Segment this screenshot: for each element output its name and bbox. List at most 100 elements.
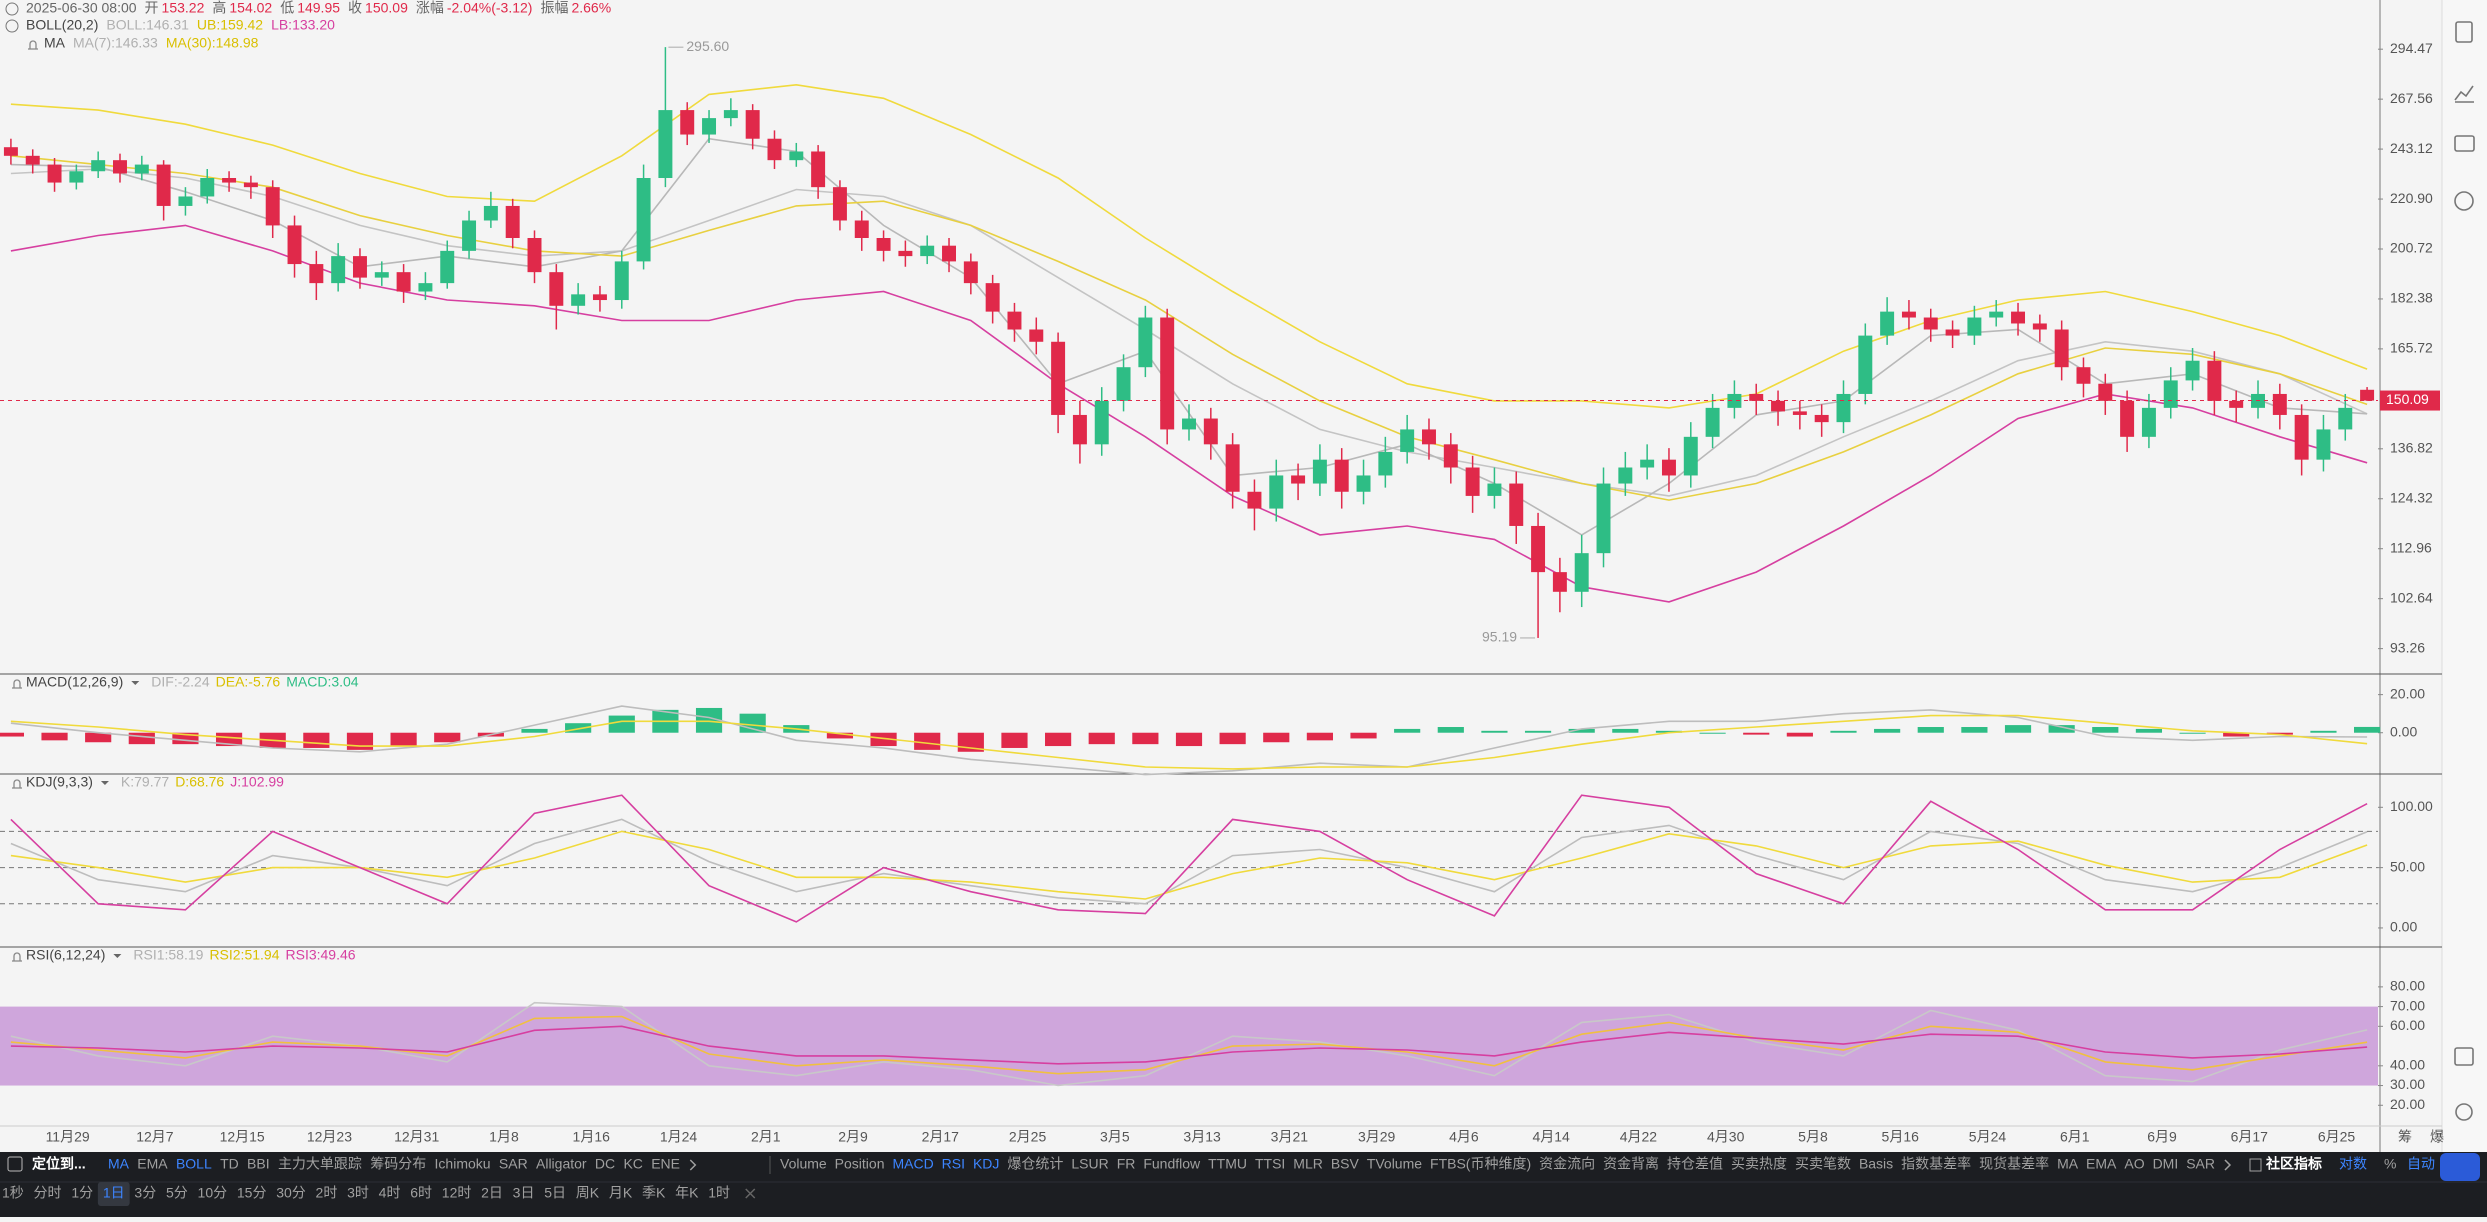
dropdown-icon[interactable] (100, 781, 109, 785)
icon[interactable] (2455, 21, 2473, 43)
toolbar-item[interactable]: 10分 (198, 1185, 228, 1201)
candle-body (156, 164, 171, 206)
toolbar-item[interactable]: Alligator (536, 1156, 587, 1172)
toolbar-item[interactable]: 社区指标 (2265, 1156, 2322, 1172)
community-icon[interactable] (2249, 1158, 2262, 1172)
toolbar-item[interactable]: 30分 (276, 1185, 306, 1201)
toolbar-item[interactable]: % (2384, 1156, 2396, 1172)
toolbar-item[interactable]: MA (2057, 1156, 2079, 1172)
toolbar-item[interactable]: RSI (942, 1156, 965, 1172)
toolbar-item[interactable]: 主力大单跟踪 (278, 1156, 362, 1172)
toolbar-item[interactable]: 5分 (166, 1185, 188, 1201)
toolbar-item[interactable]: TTSI (1255, 1156, 1285, 1172)
candle-body (876, 237, 891, 251)
toolbar-item[interactable]: Basis (1859, 1156, 1893, 1172)
dropdown-icon[interactable] (113, 954, 122, 958)
toolbar-item[interactable]: TVolume (1367, 1156, 1422, 1172)
toolbar-item[interactable]: FTBS(币种维度) (1430, 1156, 1531, 1172)
locate-icon[interactable] (7, 1156, 23, 1172)
toolbar-item[interactable]: 5日 (544, 1185, 566, 1201)
collapse-icon[interactable] (5, 2, 19, 16)
toolbar-item[interactable]: KDJ (973, 1156, 999, 1172)
toolbar-item[interactable]: 指数基差率 (1901, 1156, 1971, 1172)
icon[interactable] (2454, 191, 2474, 211)
toolbar-item[interactable]: 爆仓统计 (1007, 1156, 1063, 1172)
toolbar-item[interactable]: 周K (576, 1185, 600, 1201)
toolbar-item[interactable]: Position (835, 1156, 885, 1172)
toolbar-item[interactable]: TTMU (1208, 1156, 1247, 1172)
toolbar-item[interactable]: 6时 (410, 1185, 432, 1201)
locate-button[interactable]: 定位到... (32, 1156, 86, 1172)
macd-bar (1830, 730, 1857, 733)
toolbar-item[interactable]: TD (220, 1156, 239, 1172)
toolbar-item[interactable]: MLR (1293, 1156, 1323, 1172)
candle-body (702, 118, 717, 135)
collapse-icon[interactable] (5, 19, 19, 33)
icon[interactable] (2455, 1103, 2473, 1121)
candle-body (1727, 393, 1742, 408)
toolbar-item[interactable]: 1日 (103, 1185, 125, 1201)
toolbar-item[interactable]: 12时 (442, 1185, 472, 1201)
toolbar-item[interactable]: 2时 (316, 1185, 338, 1201)
y-tick-label: 20.00 (2390, 685, 2425, 701)
toolbar-item[interactable]: Ichimoku (435, 1156, 491, 1172)
candle-body (2229, 400, 2244, 408)
toolbar-item[interactable]: DC (595, 1156, 615, 1172)
chevron[interactable] (2224, 1159, 2232, 1171)
chevron[interactable] (689, 1159, 697, 1171)
toolbar-item[interactable]: AO (2124, 1156, 2144, 1172)
toolbar-item[interactable]: 现货基差率 (1979, 1156, 2049, 1172)
y-tick-label: 60.00 (2390, 1017, 2425, 1033)
toolbar-item[interactable]: ENE (651, 1156, 680, 1172)
macd-bar (2135, 728, 2163, 733)
toolbar-item[interactable]: KC (623, 1156, 642, 1172)
icon[interactable] (2454, 85, 2474, 103)
toolbar-item[interactable]: 分时 (34, 1185, 62, 1201)
toolbar-item[interactable]: 3时 (347, 1185, 369, 1201)
toolbar-item[interactable]: SAR (2186, 1156, 2215, 1172)
toolbar-item[interactable]: DMI (2153, 1156, 2179, 1172)
macd-bar (1568, 728, 1595, 733)
toolbar-item[interactable]: EMA (2086, 1156, 2117, 1172)
toolbar-item[interactable]: 4时 (379, 1185, 401, 1201)
toolbar-item[interactable]: 持仓差值 (1667, 1156, 1723, 1172)
toolbar-item[interactable]: 1时 (708, 1185, 730, 1201)
toolbar-item[interactable]: 买卖热度 (1731, 1156, 1787, 1172)
axis-corner-label[interactable]: 筹 (2398, 1129, 2412, 1145)
toolbar-item[interactable]: 筹码分布 (370, 1156, 426, 1172)
dropdown-icon[interactable] (131, 681, 140, 685)
toolbar-item[interactable]: Volume (780, 1156, 827, 1172)
toolbar-item[interactable]: 自动 (2407, 1156, 2435, 1172)
toolbar-item[interactable]: 15分 (237, 1185, 267, 1201)
toolbar-item[interactable]: 3分 (134, 1185, 156, 1201)
toolbar-item[interactable]: 2日 (481, 1185, 503, 1201)
axis-corner-label[interactable]: 爆 (2430, 1129, 2444, 1145)
close-icon[interactable] (745, 1188, 756, 1199)
macd-bar (303, 732, 330, 748)
toolbar-item[interactable]: 3日 (513, 1185, 535, 1201)
icon[interactable] (2454, 135, 2475, 152)
toolbar-item[interactable]: EMA (137, 1156, 168, 1172)
toolbar-item[interactable]: BBI (247, 1156, 270, 1172)
toolbar-item[interactable]: 资金流向 (1539, 1156, 1595, 1172)
toolbar-item[interactable]: Fundflow (1143, 1156, 1201, 1172)
icon[interactable] (2454, 1047, 2474, 1066)
toolbar-item[interactable]: 1分 (71, 1185, 93, 1201)
toolbar-item[interactable]: 买卖笔数 (1795, 1156, 1851, 1172)
toolbar-item[interactable]: BSV (1331, 1156, 1360, 1172)
toolbar-item[interactable]: MA (108, 1156, 130, 1172)
toolbar-item[interactable]: 季K (642, 1185, 666, 1201)
candle-body (1160, 317, 1175, 430)
toolbar-item[interactable]: 对数 (2339, 1156, 2367, 1172)
toolbar-item[interactable]: SAR (499, 1156, 528, 1172)
indicator-line (10, 155, 2368, 501)
toolbar-item[interactable]: 月K (609, 1185, 633, 1201)
toolbar-item[interactable]: BOLL (176, 1156, 212, 1172)
toolbar-item[interactable]: MACD (892, 1156, 933, 1172)
toolbar-item[interactable]: 1秒 (2, 1185, 24, 1201)
toolbar-item[interactable]: 资金背离 (1603, 1156, 1659, 1172)
toolbar-item[interactable]: LSUR (1071, 1156, 1108, 1172)
toolbar-item[interactable]: FR (1117, 1156, 1136, 1172)
toolbar-item[interactable]: 年K (675, 1185, 699, 1201)
logo[interactable] (2440, 1153, 2480, 1181)
